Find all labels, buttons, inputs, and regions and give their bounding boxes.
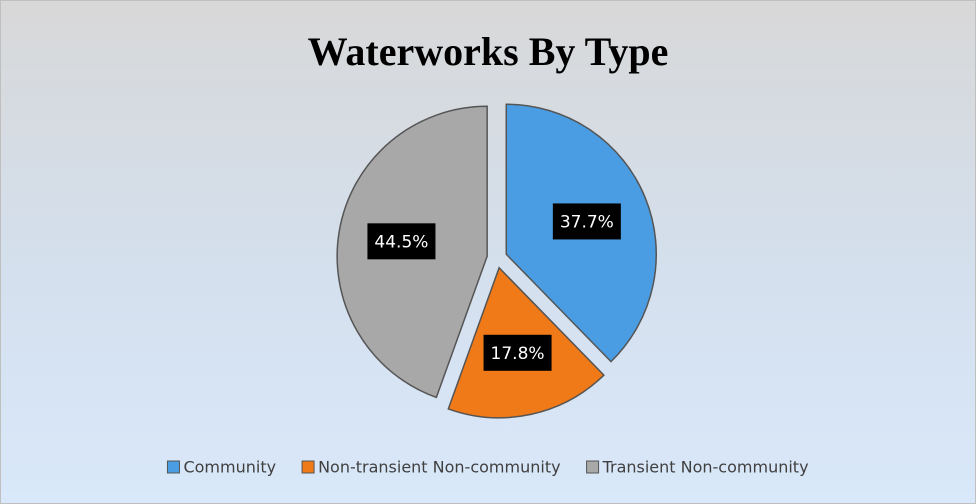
data-label-text: 44.5% [374,232,428,252]
legend-label: Transient Non-community [602,458,809,477]
data-label-text: 37.7% [560,212,614,232]
data-label-box [367,223,436,260]
legend-label: Non-transient Non-community [318,458,561,477]
chart-title: Waterworks By Type [308,29,669,74]
legend-swatch [301,460,315,474]
data-label-text: 17.8% [491,344,545,364]
data-label: 37.7% [552,203,621,240]
data-label: 17.8% [483,334,552,371]
legend-swatch [586,460,600,474]
data-label-box [552,203,621,240]
legend-swatch [166,460,180,474]
data-label-box [483,334,552,371]
legend-label: Community [183,458,276,477]
data-label: 44.5% [367,223,436,260]
